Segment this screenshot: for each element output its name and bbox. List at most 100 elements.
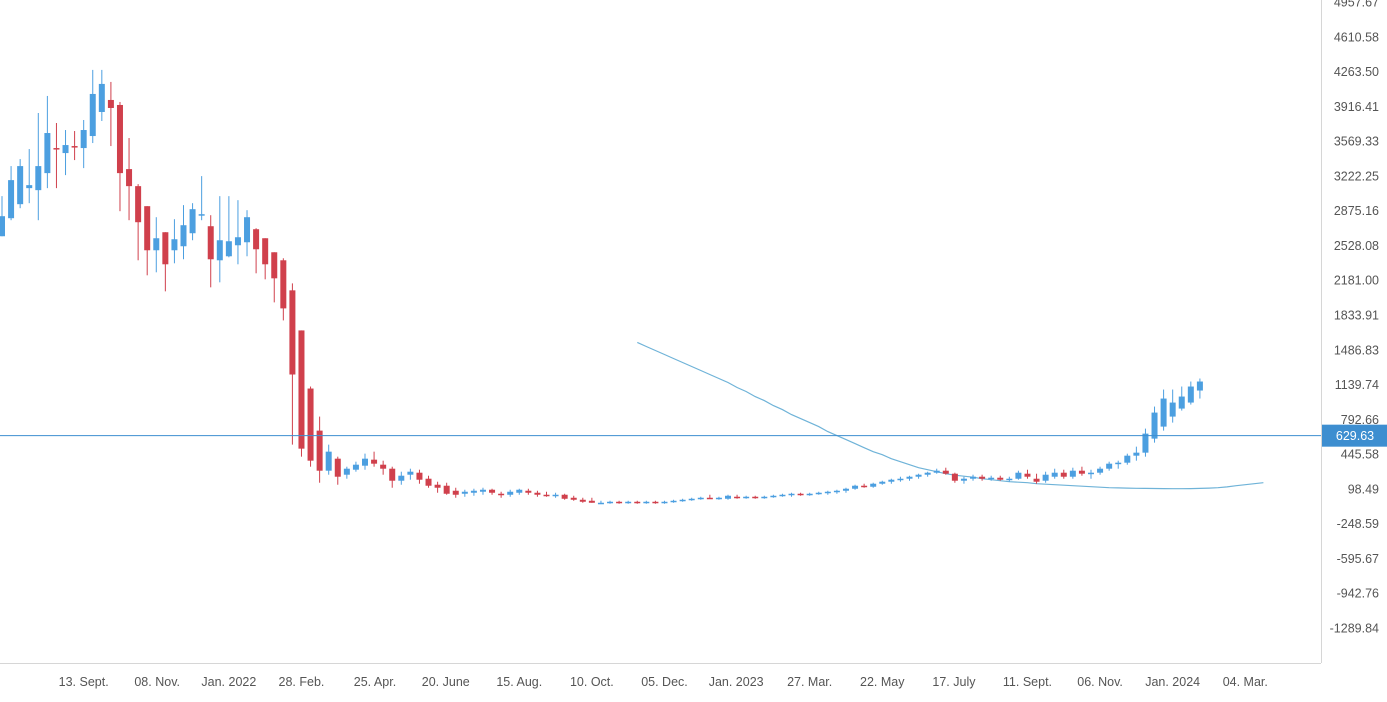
candle[interactable] bbox=[1169, 389, 1176, 423]
candle[interactable] bbox=[371, 451, 378, 467]
candle[interactable] bbox=[380, 460, 387, 475]
candle[interactable] bbox=[280, 258, 287, 321]
candle[interactable] bbox=[452, 487, 459, 498]
candle[interactable] bbox=[207, 215, 214, 288]
candle[interactable] bbox=[1106, 461, 1113, 471]
candle[interactable] bbox=[216, 196, 223, 283]
candle[interactable] bbox=[561, 493, 568, 500]
candle[interactable] bbox=[888, 478, 895, 484]
candle[interactable] bbox=[1069, 467, 1076, 479]
candle[interactable] bbox=[725, 494, 731, 500]
candle[interactable] bbox=[35, 112, 42, 221]
candle[interactable] bbox=[416, 469, 423, 484]
candle[interactable] bbox=[343, 466, 350, 479]
candle[interactable] bbox=[679, 498, 686, 502]
candle[interactable] bbox=[398, 471, 405, 485]
candle[interactable] bbox=[316, 416, 323, 483]
candle[interactable] bbox=[180, 205, 187, 260]
candle[interactable] bbox=[806, 492, 813, 496]
candle[interactable] bbox=[489, 488, 496, 495]
candle[interactable] bbox=[770, 494, 777, 498]
candle[interactable] bbox=[607, 500, 614, 504]
candle[interactable] bbox=[1124, 453, 1131, 465]
candle[interactable] bbox=[144, 206, 151, 276]
candle[interactable] bbox=[779, 493, 786, 497]
candle[interactable] bbox=[997, 475, 1004, 481]
candle[interactable] bbox=[289, 283, 296, 445]
candle[interactable] bbox=[870, 482, 877, 488]
candle[interactable] bbox=[706, 494, 713, 500]
candle[interactable] bbox=[915, 473, 922, 479]
candle[interactable] bbox=[8, 166, 15, 221]
candle[interactable] bbox=[625, 500, 632, 504]
candle[interactable] bbox=[643, 500, 650, 504]
candle[interactable] bbox=[897, 476, 904, 482]
candle[interactable] bbox=[126, 138, 133, 221]
candle[interactable] bbox=[688, 497, 695, 501]
candle[interactable] bbox=[0, 196, 5, 237]
candle[interactable] bbox=[26, 149, 33, 204]
candle[interactable] bbox=[570, 495, 577, 501]
candle[interactable] bbox=[1051, 468, 1058, 479]
candle[interactable] bbox=[715, 496, 722, 500]
candle[interactable] bbox=[1133, 446, 1140, 461]
candle[interactable] bbox=[334, 456, 341, 485]
candle[interactable] bbox=[244, 210, 251, 257]
candle[interactable] bbox=[743, 495, 750, 499]
candle[interactable] bbox=[1151, 406, 1158, 443]
candle[interactable] bbox=[498, 491, 505, 498]
candle[interactable] bbox=[797, 492, 804, 496]
candle[interactable] bbox=[661, 500, 668, 504]
candle[interactable] bbox=[271, 252, 278, 303]
candle[interactable] bbox=[198, 176, 205, 221]
candle[interactable] bbox=[98, 69, 105, 122]
candle[interactable] bbox=[253, 228, 260, 274]
candle[interactable] bbox=[652, 500, 659, 504]
candle[interactable] bbox=[552, 492, 559, 498]
candle[interactable] bbox=[861, 483, 868, 488]
candle[interactable] bbox=[62, 130, 69, 176]
candle[interactable] bbox=[597, 500, 604, 505]
candle[interactable] bbox=[1060, 469, 1067, 479]
candle[interactable] bbox=[1160, 389, 1167, 431]
candle[interactable] bbox=[951, 472, 958, 483]
candle[interactable] bbox=[135, 184, 142, 261]
candle[interactable] bbox=[107, 81, 114, 147]
candle[interactable] bbox=[942, 467, 949, 475]
candle[interactable] bbox=[53, 123, 60, 189]
candle[interactable] bbox=[734, 494, 741, 499]
candle[interactable] bbox=[534, 490, 541, 497]
candle[interactable] bbox=[225, 196, 232, 258]
candle[interactable] bbox=[1196, 378, 1203, 399]
candle[interactable] bbox=[89, 69, 96, 144]
candle[interactable] bbox=[1088, 469, 1094, 479]
candle[interactable] bbox=[906, 475, 913, 481]
candle[interactable] bbox=[325, 444, 332, 475]
candle[interactable] bbox=[1042, 471, 1049, 483]
candle[interactable] bbox=[761, 495, 768, 499]
candle[interactable] bbox=[815, 491, 822, 495]
candle[interactable] bbox=[1006, 476, 1013, 482]
candle[interactable] bbox=[298, 330, 305, 457]
candle[interactable] bbox=[162, 232, 169, 292]
candle[interactable] bbox=[752, 495, 759, 499]
candle[interactable] bbox=[461, 489, 468, 497]
candle[interactable] bbox=[1015, 470, 1022, 480]
candle[interactable] bbox=[352, 461, 359, 472]
candle[interactable] bbox=[17, 159, 24, 209]
candle[interactable] bbox=[933, 468, 940, 474]
candle[interactable] bbox=[1024, 469, 1031, 479]
candle[interactable] bbox=[171, 219, 178, 264]
candle[interactable] bbox=[697, 496, 704, 500]
candle[interactable] bbox=[443, 482, 450, 495]
candle[interactable] bbox=[389, 466, 396, 488]
candle[interactable] bbox=[71, 131, 78, 161]
candle[interactable] bbox=[788, 492, 795, 497]
candle[interactable] bbox=[80, 120, 87, 169]
candle[interactable] bbox=[960, 476, 967, 484]
candle[interactable] bbox=[824, 490, 831, 495]
candle[interactable] bbox=[1178, 386, 1185, 411]
candle[interactable] bbox=[970, 474, 977, 481]
candle[interactable] bbox=[525, 488, 532, 495]
